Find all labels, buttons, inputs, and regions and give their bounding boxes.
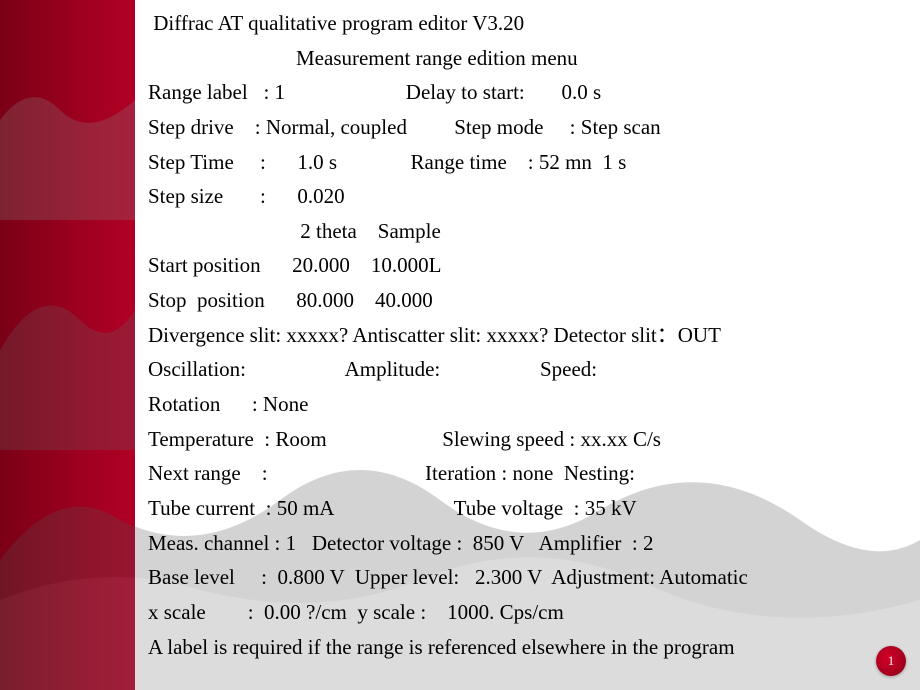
param-line: Temperature : Room Slewing speed : xx.xx… (148, 422, 908, 457)
param-line: Start position 20.000 10.000L (148, 248, 908, 283)
program-title: Diffrac AT qualitative program editor V3… (148, 6, 908, 41)
param-line: x scale : 0.00 ?/cm y scale : 1000. Cps/… (148, 595, 908, 630)
param-line: Next range : Iteration : none Nesting: (148, 456, 908, 491)
param-line: Stop position 80.000 40.000 (148, 283, 908, 318)
param-line: Rotation : None (148, 387, 908, 422)
page-number-badge: 1 (876, 646, 906, 676)
param-line: Step Time : 1.0 s Range time : 52 mn 1 s (148, 145, 908, 180)
page-number: 1 (888, 653, 895, 669)
menu-subtitle: Measurement range edition menu (148, 41, 908, 76)
param-line: Divergence slit: xxxxx? Antiscatter slit… (148, 318, 908, 353)
param-line: Range label : 1 Delay to start: 0.0 s (148, 75, 908, 110)
param-line: Tube current : 50 mA Tube voltage : 35 k… (148, 491, 908, 526)
param-line: Meas. channel : 1 Detector voltage : 850… (148, 526, 908, 561)
param-line: Oscillation: Amplitude: Speed: (148, 352, 908, 387)
param-line: Step size : 0.020 (148, 179, 908, 214)
param-line: Base level : 0.800 V Upper level: 2.300 … (148, 560, 908, 595)
param-line: Step drive : Normal, coupled Step mode :… (148, 110, 908, 145)
param-line: 2 theta Sample (148, 214, 908, 249)
editor-text-block: Diffrac AT qualitative program editor V3… (148, 6, 908, 664)
sidebar-decorative-band (0, 0, 135, 690)
footer-note: A label is required if the range is refe… (148, 630, 908, 665)
